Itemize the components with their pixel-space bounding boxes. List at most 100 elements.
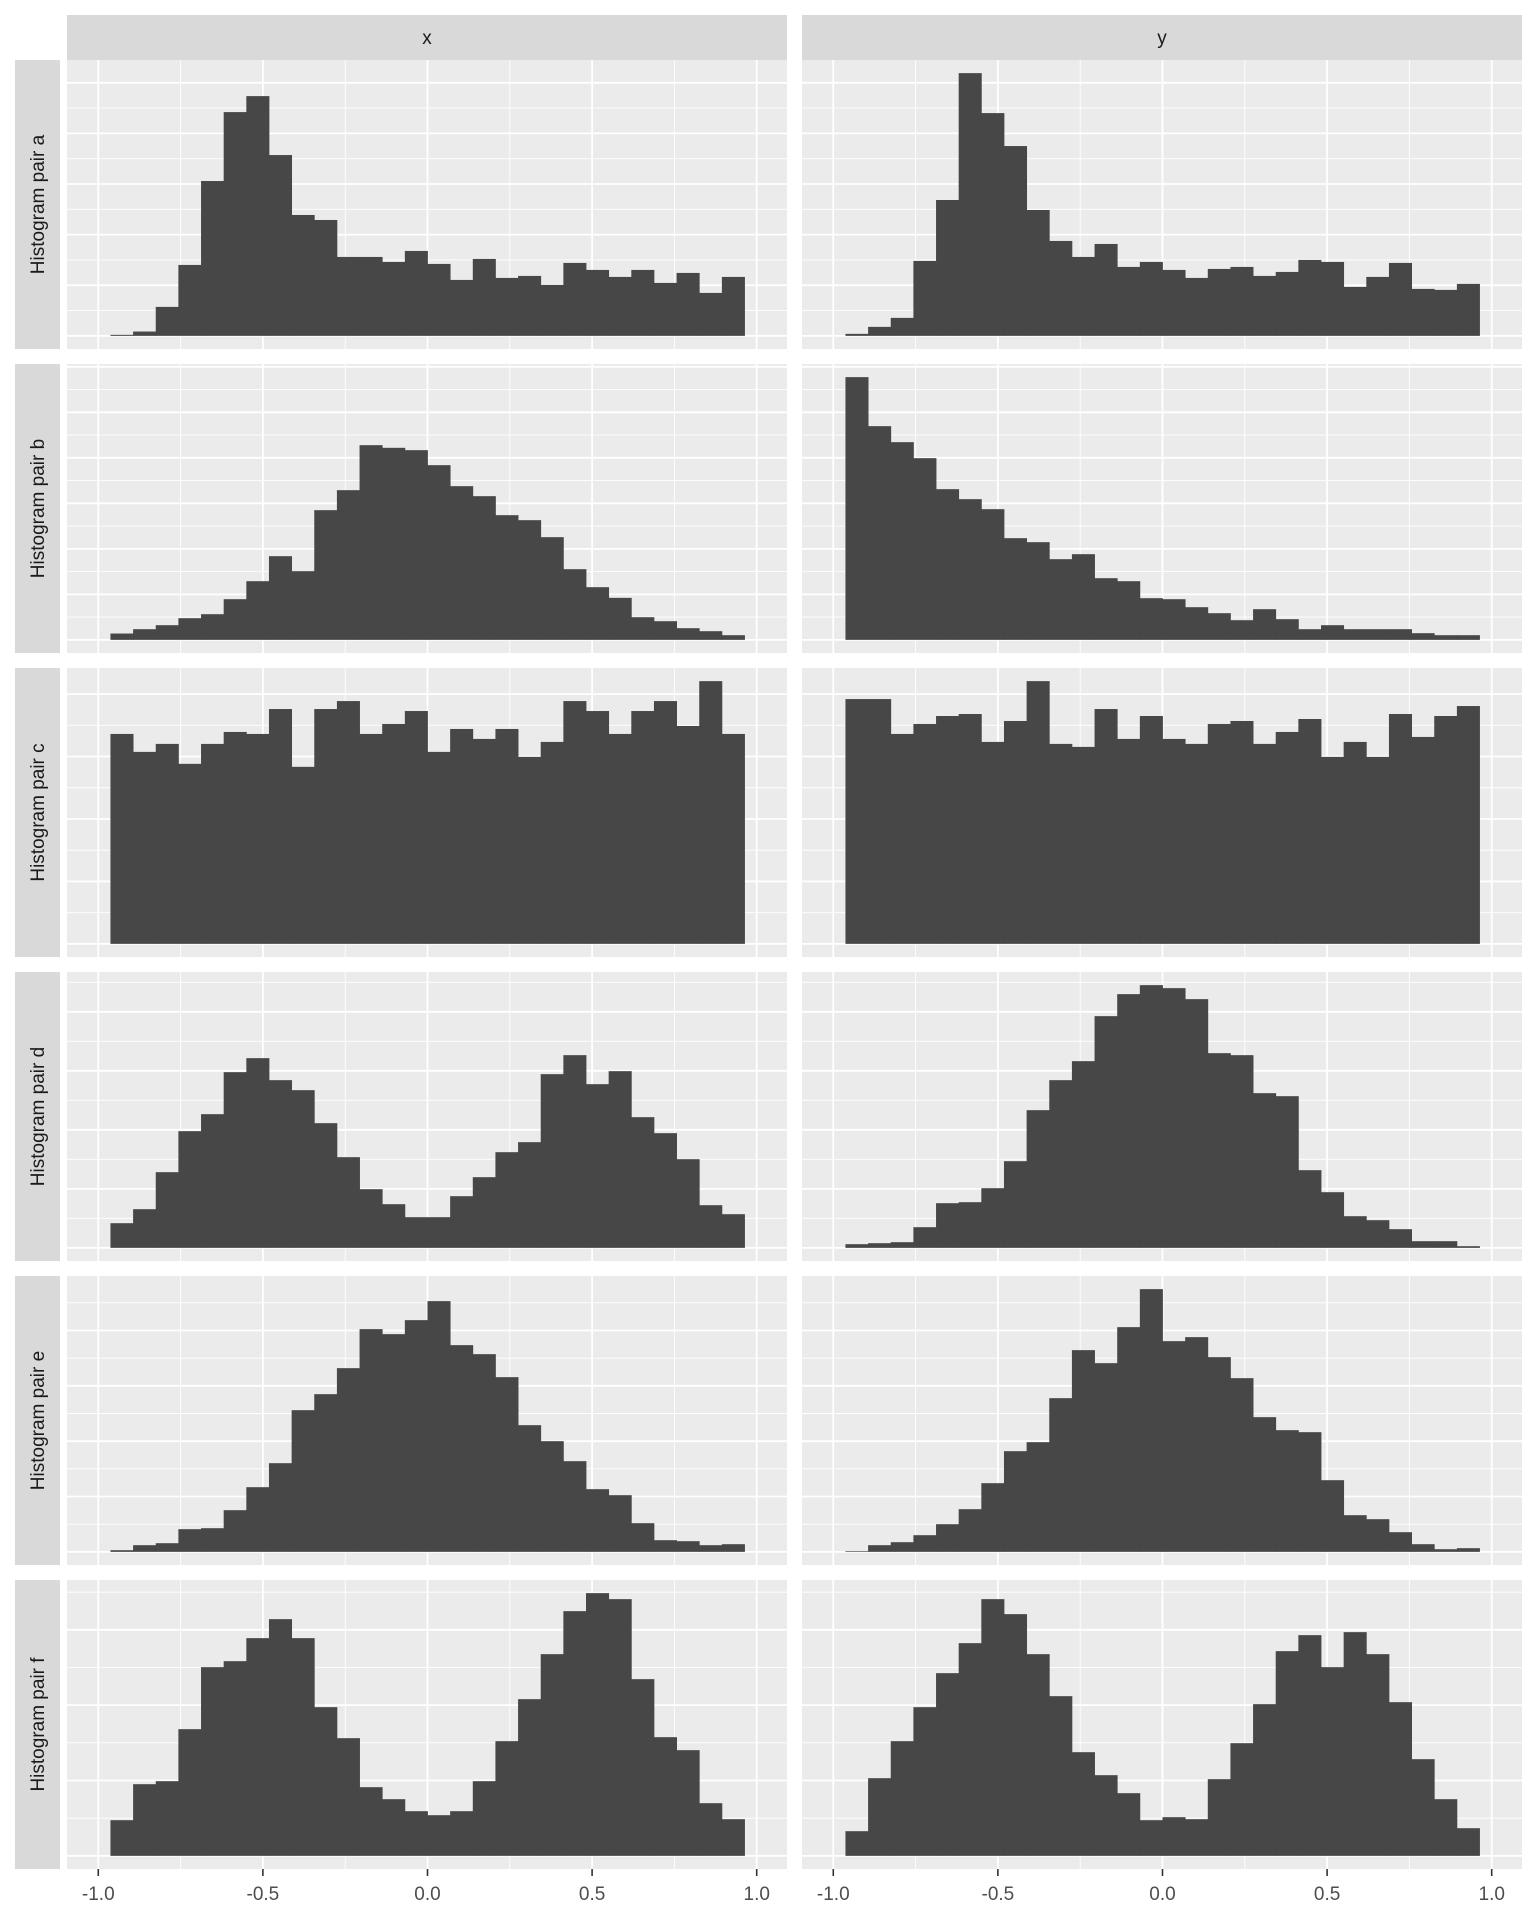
histogram-bar (450, 279, 474, 336)
histogram-bar (699, 1205, 723, 1248)
histogram-bar (608, 597, 632, 640)
histogram-bar (450, 1811, 474, 1856)
histogram-bar (201, 614, 225, 640)
histogram-bar (155, 1781, 179, 1856)
histogram-bar (958, 1509, 982, 1552)
histogram-bar (563, 262, 587, 336)
histogram-bar (314, 219, 338, 336)
histogram-bar (427, 465, 451, 640)
histogram-bar (1117, 994, 1141, 1248)
histogram-bar (1162, 988, 1186, 1248)
histogram-bar (1026, 1110, 1050, 1248)
histogram-bar (890, 1542, 914, 1552)
histogram-bar (268, 1080, 293, 1248)
histogram-bar (1253, 609, 1277, 640)
histogram-bar (631, 1679, 655, 1856)
histogram-bar (890, 1741, 914, 1856)
histogram-bar (178, 1729, 202, 1856)
histogram-bar (178, 264, 202, 336)
panel-y-row-5 (802, 1276, 1522, 1565)
histogram-bar (1456, 283, 1480, 336)
histogram-bar (631, 1117, 655, 1248)
histogram-bar (427, 1301, 451, 1552)
histogram-bar (608, 276, 632, 336)
histogram-bar (1094, 709, 1118, 944)
histogram-bar (495, 1152, 519, 1248)
histogram-bar (868, 1243, 892, 1248)
histogram-bar (1388, 1229, 1412, 1248)
histogram-bar (1026, 681, 1050, 944)
histogram-bar (1343, 286, 1367, 336)
histogram-bar (1162, 1341, 1186, 1552)
x-tick-label: 1.0 (1479, 1884, 1505, 1905)
histogram-bar (1321, 1667, 1345, 1856)
histogram-bar (336, 256, 360, 336)
x-axis-x: -1.0 -0.5 0.0 0.5 1.0 (82, 1869, 770, 1905)
histogram-bar (246, 1058, 270, 1248)
histogram-bar (1321, 1192, 1345, 1248)
histogram-bar (868, 699, 892, 944)
histogram-bar (427, 1217, 451, 1248)
histogram-bar (845, 1831, 869, 1856)
histogram-bar (472, 496, 496, 640)
histogram-bar (586, 1593, 610, 1856)
histogram-bar (518, 756, 542, 944)
histogram-bar (201, 1528, 225, 1552)
histogram-bar (1434, 1799, 1458, 1856)
histogram-bar (495, 277, 519, 336)
panel-x-row-4 (67, 972, 787, 1261)
histogram-bar (110, 334, 134, 336)
histogram-bar (133, 751, 157, 944)
histogram-bar (1071, 554, 1095, 640)
histogram-bar (336, 1157, 360, 1248)
histogram-bar (913, 1227, 937, 1248)
histogram-bar (291, 214, 315, 336)
histogram-bar (540, 537, 564, 640)
histogram-bar (518, 520, 542, 640)
histogram-bar (1185, 999, 1209, 1248)
histogram-bar (936, 1203, 960, 1248)
histogram-bar (404, 711, 428, 944)
histogram-bar (155, 625, 179, 640)
histogram-bar (913, 1707, 937, 1856)
histogram-bar (676, 1159, 700, 1248)
histogram-bar (314, 1123, 338, 1248)
histogram-bar (699, 1545, 723, 1552)
histogram-bar (1343, 1515, 1367, 1552)
histogram-bar (1049, 559, 1073, 640)
histogram-bar (1094, 1016, 1118, 1248)
histogram-bar (586, 1489, 610, 1552)
histogram-bar (699, 681, 723, 944)
histogram-bar (1456, 635, 1480, 640)
histogram-bar (1230, 620, 1254, 640)
histogram-bar (201, 181, 225, 336)
histogram-bar (1321, 625, 1345, 640)
histogram-bar (653, 1737, 677, 1856)
histogram-bar (1366, 756, 1390, 944)
x-tick-label: -0.5 (982, 1884, 1015, 1905)
histogram-bar (1230, 1743, 1254, 1856)
column-strip-label: y (1157, 28, 1167, 49)
row-strip-label: Histogram pair d (28, 1047, 49, 1186)
histogram-bar (1456, 1828, 1480, 1856)
histogram-bar (404, 1320, 428, 1552)
x-axis-y: -1.0 -0.5 0.0 0.5 1.0 (817, 1869, 1505, 1905)
histogram-bar (155, 306, 179, 336)
panel-y-row-4 (802, 972, 1522, 1261)
histogram-bar (890, 1242, 914, 1248)
histogram-bar (721, 1214, 745, 1248)
histogram-bar (608, 1071, 632, 1248)
histogram-bar (359, 1329, 383, 1552)
histogram-bar (495, 728, 519, 944)
histogram-bar (1162, 269, 1186, 336)
histogram-bar (268, 1619, 293, 1856)
histogram-bar (1321, 756, 1345, 944)
histogram-bar (1071, 746, 1095, 944)
histogram-bar (653, 282, 677, 336)
histogram-bar (721, 276, 745, 336)
row-strip-background (15, 364, 60, 653)
histogram-bar (1366, 276, 1390, 336)
histogram-bar (1253, 1093, 1277, 1248)
histogram-bar (1434, 716, 1458, 944)
histogram-bar (1434, 289, 1458, 336)
